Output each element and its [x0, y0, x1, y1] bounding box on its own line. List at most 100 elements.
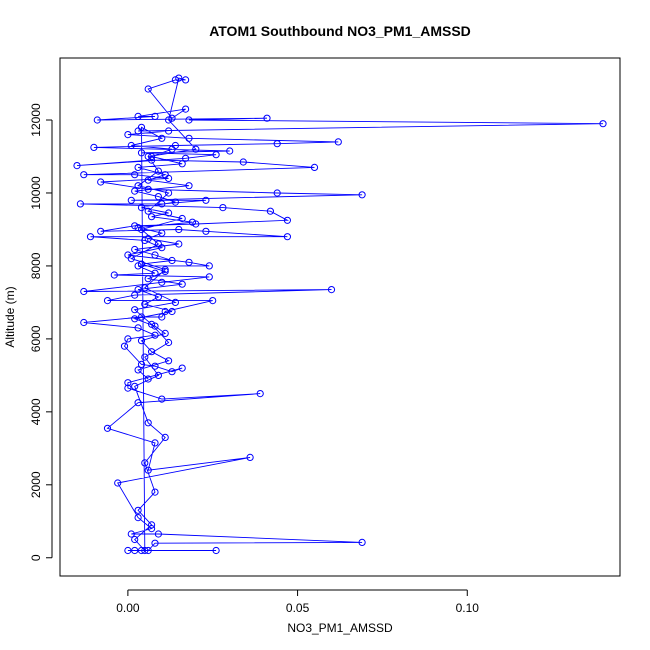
data-point: [148, 320, 156, 328]
data-point: [178, 160, 186, 168]
data-point: [154, 371, 162, 379]
data-point: [144, 275, 152, 283]
data-point: [182, 154, 190, 162]
data-point: [103, 297, 112, 305]
data-point: [334, 138, 342, 146]
data-point: [151, 112, 159, 121]
data-point: [266, 207, 274, 215]
data-point: [141, 459, 149, 467]
data-point: [151, 322, 159, 330]
data-point: [127, 141, 135, 150]
data-point: [165, 116, 173, 124]
data-point: [158, 278, 166, 286]
data-point: [151, 362, 159, 370]
data-point: [131, 291, 139, 299]
data-point: [80, 318, 88, 327]
data-point: [148, 525, 156, 533]
data-point: [120, 342, 129, 350]
data-point: [134, 262, 142, 270]
data-point: [165, 189, 173, 197]
data-point: [141, 236, 149, 244]
series-layer: [73, 74, 607, 555]
data-point: [114, 479, 122, 487]
data-point: [599, 120, 607, 128]
series-line: [76, 77, 604, 552]
data-point: [219, 204, 227, 212]
data-point: [158, 313, 166, 321]
data-point: [137, 546, 146, 555]
data-point: [202, 196, 210, 204]
data-point: [137, 313, 146, 321]
data-point: [168, 307, 176, 316]
data-point: [127, 196, 135, 204]
data-point: [93, 116, 101, 124]
data-point: [134, 506, 142, 514]
data-point: [165, 338, 173, 347]
data-point: [97, 227, 105, 235]
data-point: [185, 134, 193, 142]
data-point: [141, 300, 149, 308]
data-point: [273, 140, 281, 148]
data-point: [124, 335, 132, 343]
data-point: [134, 163, 142, 171]
data-point: [202, 227, 210, 235]
data-point: [182, 76, 190, 84]
data-point: [158, 200, 166, 208]
plot-frame: [59, 57, 621, 577]
data-point: [141, 353, 149, 361]
data-point: [76, 200, 85, 208]
data-point: [131, 187, 139, 195]
data-point: [168, 114, 176, 122]
data-point: [131, 535, 139, 544]
data-point: [327, 286, 336, 294]
y-tick-label: 12000: [29, 103, 43, 137]
data-point: [124, 546, 132, 555]
data-point: [144, 152, 152, 161]
data-point: [192, 220, 200, 228]
data-point: [144, 419, 152, 427]
data-point: [134, 366, 142, 374]
data-point: [97, 178, 105, 186]
data-point: [80, 171, 88, 179]
y-tick-label: 8000: [29, 252, 43, 279]
data-point: [90, 143, 98, 151]
data-point: [158, 134, 166, 142]
data-point: [178, 214, 186, 223]
data-point: [110, 271, 118, 279]
data-point: [263, 114, 271, 122]
data-point: [273, 189, 281, 197]
x-tick-label: 0.10: [456, 601, 480, 615]
data-point: [154, 530, 162, 538]
data-point: [175, 225, 183, 234]
data-point: [151, 488, 159, 496]
data-point: [131, 171, 139, 179]
data-point: [158, 229, 166, 237]
data-point: [144, 176, 152, 184]
data-point: [283, 216, 291, 224]
data-point: [161, 329, 169, 337]
data-point: [134, 182, 142, 190]
data-point: [151, 269, 159, 277]
data-point: [151, 439, 159, 447]
x-tick-label: 0.00: [116, 601, 140, 615]
data-point: [192, 145, 200, 153]
data-point: [131, 315, 139, 323]
data-point: [144, 235, 152, 243]
data-point: [131, 546, 139, 555]
data-point: [141, 546, 149, 555]
data-point: [154, 193, 162, 201]
data-point: [168, 145, 176, 153]
data-point: [124, 384, 132, 392]
data-point: [209, 297, 217, 305]
y-tick-label: 4000: [29, 398, 43, 425]
data-point: [310, 163, 319, 171]
data-point: [134, 399, 142, 407]
data-point: [188, 218, 196, 226]
y-axis: 0 2000 4000 6000 8000 10000 12000: [29, 103, 53, 561]
data-point: [246, 453, 254, 461]
data-point: [171, 298, 179, 306]
data-point: [205, 262, 213, 270]
data-point: [175, 240, 183, 248]
